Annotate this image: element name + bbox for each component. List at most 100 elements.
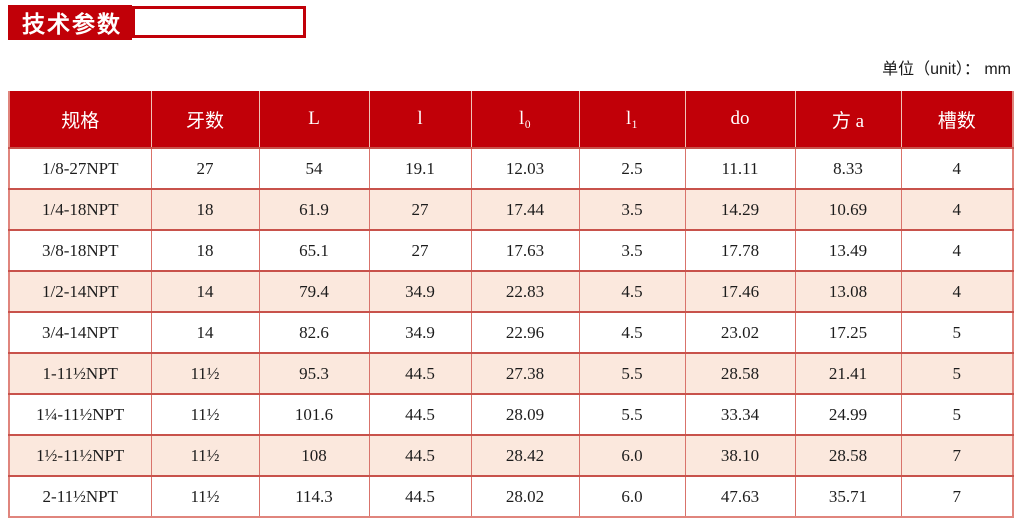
table-cell: 17.46 bbox=[684, 270, 796, 312]
table-cell: 34.9 bbox=[368, 270, 472, 312]
table-cell: 34.9 bbox=[368, 311, 472, 353]
table-cell: 4 bbox=[900, 229, 1013, 271]
column-header: 牙数 bbox=[151, 91, 260, 148]
table-cell: 114.3 bbox=[258, 475, 370, 517]
table-cell: 3.5 bbox=[578, 229, 686, 271]
table-row: 1/4-18NPT 18 61.9 27 17.44 3.5 14.29 10.69 4 bbox=[9, 188, 1013, 230]
table-cell: 5.5 bbox=[578, 352, 686, 394]
table-cell: 11½ bbox=[150, 434, 260, 476]
table-cell: 27 bbox=[150, 147, 260, 189]
column-header: 规格 bbox=[9, 91, 152, 148]
table-row: 1¼-11½NPT 11½ 101.6 44.5 28.09 5.5 33.34 24.99 5 bbox=[9, 393, 1013, 435]
table-cell: 1/4-18NPT bbox=[9, 188, 152, 230]
column-header: 槽数 bbox=[901, 91, 1013, 148]
table-cell: 18 bbox=[150, 229, 260, 271]
table-cell: 101.6 bbox=[258, 393, 370, 435]
table-cell: 4 bbox=[900, 188, 1013, 230]
table-cell: 28.09 bbox=[470, 393, 580, 435]
section-title: 技术参数 bbox=[8, 5, 132, 40]
table-cell: 11.11 bbox=[684, 147, 796, 189]
table-cell: 12.03 bbox=[470, 147, 580, 189]
table-cell: 24.99 bbox=[794, 393, 902, 435]
table-cell: 1½-11½NPT bbox=[9, 434, 152, 476]
table-row: 3/8-18NPT 18 65.1 27 17.63 3.5 17.78 13.49 4 bbox=[9, 229, 1013, 271]
table-cell: 1-11½NPT bbox=[9, 352, 152, 394]
table-cell: 11½ bbox=[150, 475, 260, 517]
table-row: 1-11½NPT 11½ 95.3 44.5 27.38 5.5 28.58 21.41 5 bbox=[9, 352, 1013, 394]
table-cell: 14 bbox=[150, 270, 260, 312]
table-cell: 38.10 bbox=[684, 434, 796, 476]
table-cell: 82.6 bbox=[258, 311, 370, 353]
table-cell: 3/4-14NPT bbox=[9, 311, 152, 353]
table-cell: 11½ bbox=[150, 352, 260, 394]
column-header: L bbox=[259, 91, 370, 148]
table-cell: 27 bbox=[368, 229, 472, 271]
table-cell: 95.3 bbox=[258, 352, 370, 394]
table-cell: 22.96 bbox=[470, 311, 580, 353]
table-cell: 5 bbox=[900, 352, 1013, 394]
table-row: 2-11½NPT 11½ 114.3 44.5 28.02 6.0 47.63 35.71 7 bbox=[9, 475, 1013, 517]
column-header: 方 a bbox=[795, 91, 902, 148]
table-cell: 79.4 bbox=[258, 270, 370, 312]
table-cell: 4 bbox=[900, 147, 1013, 189]
table-cell: 2-11½NPT bbox=[9, 475, 152, 517]
table-cell: 6.0 bbox=[578, 475, 686, 517]
table-cell: 65.1 bbox=[258, 229, 370, 271]
table-cell: 17.63 bbox=[470, 229, 580, 271]
table-cell: 1/8-27NPT bbox=[9, 147, 152, 189]
table-cell: 3/8-18NPT bbox=[9, 229, 152, 271]
table-cell: 47.63 bbox=[684, 475, 796, 517]
unit-label: 单位（unit）： mm bbox=[882, 61, 1011, 78]
table-cell: 8.33 bbox=[794, 147, 902, 189]
table-cell: 4 bbox=[900, 270, 1013, 312]
table-cell: 13.08 bbox=[794, 270, 902, 312]
table-cell: 28.58 bbox=[684, 352, 796, 394]
table-cell: 28.42 bbox=[470, 434, 580, 476]
table-cell: 14 bbox=[150, 311, 260, 353]
table-row: 1/2-14NPT 14 79.4 34.9 22.83 4.5 17.46 13.08 4 bbox=[9, 270, 1013, 312]
table-cell: 44.5 bbox=[368, 352, 472, 394]
section-banner: 技术参数 bbox=[8, 5, 1019, 40]
table-cell: 10.69 bbox=[794, 188, 902, 230]
table-cell: 22.83 bbox=[470, 270, 580, 312]
table-cell: 108 bbox=[258, 434, 370, 476]
table-cell: 5 bbox=[900, 393, 1013, 435]
banner-decorative-box bbox=[132, 6, 306, 38]
table-cell: 13.49 bbox=[794, 229, 902, 271]
column-header: l₁ bbox=[579, 91, 686, 148]
column-header: l bbox=[369, 91, 472, 148]
table-cell: 54 bbox=[258, 147, 370, 189]
table-row: 1/8-27NPT 27 54 19.1 12.03 2.5 11.11 8.33 4 bbox=[9, 147, 1013, 189]
table-cell: 4.5 bbox=[578, 270, 686, 312]
table-cell: 19.1 bbox=[368, 147, 472, 189]
table-cell: 21.41 bbox=[794, 352, 902, 394]
table-cell: 4.5 bbox=[578, 311, 686, 353]
table-row: 1½-11½NPT 11½ 108 44.5 28.42 6.0 38.10 28.58 7 bbox=[9, 434, 1013, 476]
table-cell: 33.34 bbox=[684, 393, 796, 435]
table-cell: 1¼-11½NPT bbox=[9, 393, 152, 435]
table-cell: 28.02 bbox=[470, 475, 580, 517]
table-cell: 5 bbox=[900, 311, 1013, 353]
table-cell: 44.5 bbox=[368, 434, 472, 476]
table-cell: 14.29 bbox=[684, 188, 796, 230]
table-cell: 27 bbox=[368, 188, 472, 230]
table-cell: 17.25 bbox=[794, 311, 902, 353]
table-cell: 7 bbox=[900, 475, 1013, 517]
table-cell: 6.0 bbox=[578, 434, 686, 476]
table-cell: 17.44 bbox=[470, 188, 580, 230]
column-header: do bbox=[685, 91, 796, 148]
table-cell: 44.5 bbox=[368, 475, 472, 517]
table-cell: 3.5 bbox=[578, 188, 686, 230]
table-cell: 17.78 bbox=[684, 229, 796, 271]
table-row: 3/4-14NPT 14 82.6 34.9 22.96 4.5 23.02 17.25 5 bbox=[9, 311, 1013, 353]
table-cell: 2.5 bbox=[578, 147, 686, 189]
table-cell: 11½ bbox=[150, 393, 260, 435]
table-cell: 5.5 bbox=[578, 393, 686, 435]
table-cell: 28.58 bbox=[794, 434, 902, 476]
column-header: l₀ bbox=[471, 91, 580, 148]
table-cell: 61.9 bbox=[258, 188, 370, 230]
table-cell: 44.5 bbox=[368, 393, 472, 435]
table-cell: 27.38 bbox=[470, 352, 580, 394]
